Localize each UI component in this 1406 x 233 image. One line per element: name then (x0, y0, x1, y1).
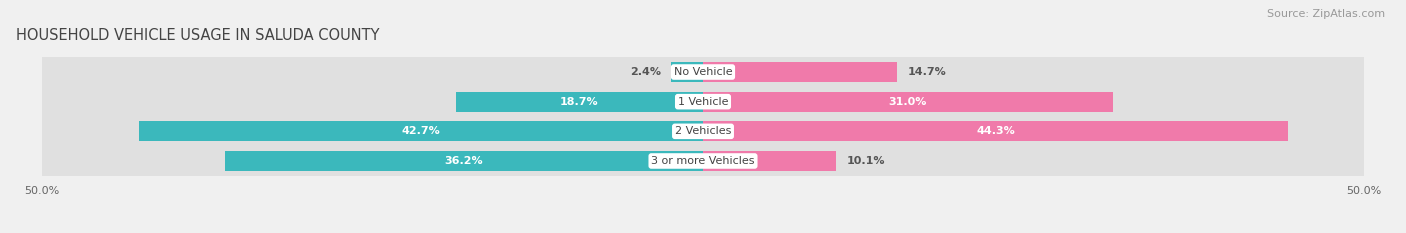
Text: 2 Vehicles: 2 Vehicles (675, 126, 731, 136)
Bar (139, 121, 703, 141)
Bar (42, 116, 1364, 146)
Text: Source: ZipAtlas.com: Source: ZipAtlas.com (1267, 9, 1385, 19)
Bar (703, 121, 1288, 141)
Text: 18.7%: 18.7% (560, 97, 599, 107)
Text: HOUSEHOLD VEHICLE USAGE IN SALUDA COUNTY: HOUSEHOLD VEHICLE USAGE IN SALUDA COUNTY (15, 28, 380, 43)
Bar (42, 146, 1364, 176)
Text: 3 or more Vehicles: 3 or more Vehicles (651, 156, 755, 166)
Text: 1 Vehicle: 1 Vehicle (678, 97, 728, 107)
Bar (703, 151, 837, 171)
Text: 2.4%: 2.4% (630, 67, 661, 77)
Text: 44.3%: 44.3% (976, 126, 1015, 136)
Text: 36.2%: 36.2% (444, 156, 484, 166)
Text: No Vehicle: No Vehicle (673, 67, 733, 77)
Bar (703, 62, 897, 82)
Bar (456, 92, 703, 112)
Text: 10.1%: 10.1% (846, 156, 886, 166)
Text: 14.7%: 14.7% (908, 67, 946, 77)
Text: 42.7%: 42.7% (402, 126, 440, 136)
Bar (42, 57, 1364, 87)
Bar (703, 92, 1112, 112)
Bar (225, 151, 703, 171)
Text: 31.0%: 31.0% (889, 97, 927, 107)
Bar (671, 62, 703, 82)
Bar (42, 87, 1364, 116)
